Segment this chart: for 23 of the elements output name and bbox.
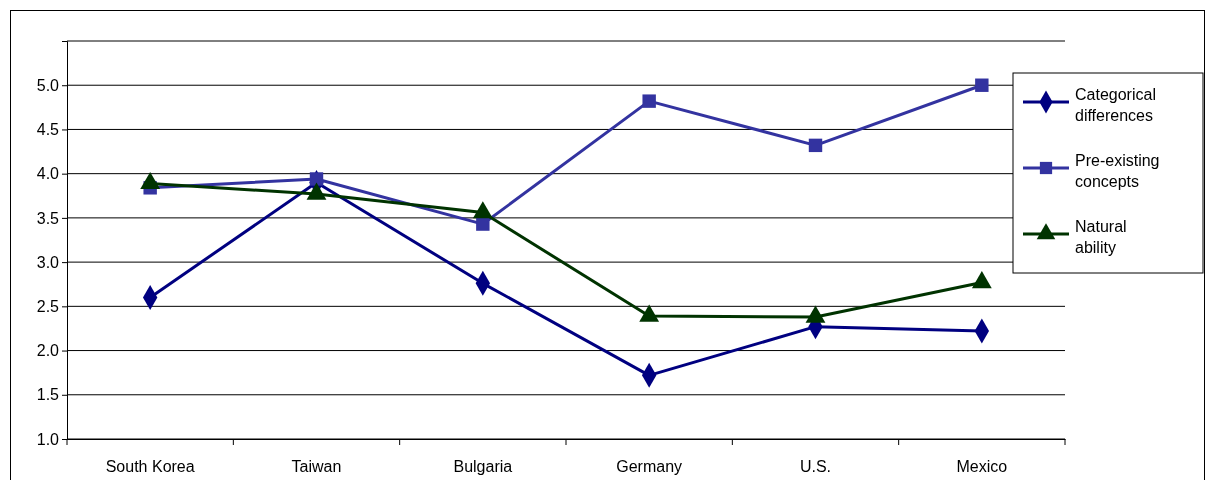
x-tick-label: Mexico bbox=[956, 458, 1008, 476]
x-tick-label: Germany bbox=[616, 458, 683, 476]
y-tick-label: 2.0 bbox=[36, 342, 60, 360]
legend-label: Natural ability bbox=[1075, 217, 1127, 257]
point bbox=[975, 78, 989, 92]
point bbox=[476, 217, 490, 231]
legend-label: Categorical differences bbox=[1075, 85, 1156, 125]
point bbox=[642, 94, 656, 108]
x-tick-label: South Korea bbox=[105, 458, 195, 476]
y-tick-label: 4.0 bbox=[36, 165, 60, 183]
y-tick-label: 4.5 bbox=[36, 121, 60, 139]
legend-label: Pre-existing concepts bbox=[1075, 151, 1160, 191]
y-tick-label: 2.5 bbox=[36, 297, 60, 315]
y-tick-label: 3.0 bbox=[36, 253, 60, 271]
point bbox=[309, 172, 324, 186]
x-tick-label: U.S. bbox=[799, 458, 832, 476]
point bbox=[808, 138, 823, 153]
y-tick-label: 1.0 bbox=[36, 430, 60, 448]
y-tick-label: 3.5 bbox=[36, 209, 60, 227]
x-tick-label: Taiwan bbox=[291, 458, 342, 476]
y-tick-label: 1.5 bbox=[36, 386, 60, 404]
x-tick-label: Bulgaria bbox=[453, 458, 513, 476]
y-tick-label: 5.0 bbox=[36, 76, 60, 94]
